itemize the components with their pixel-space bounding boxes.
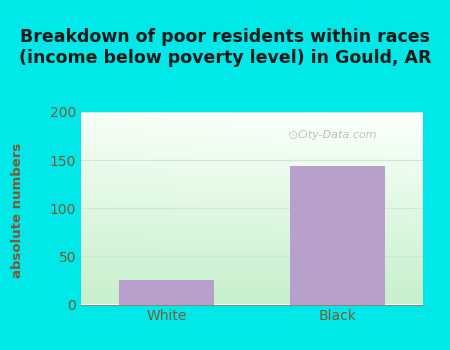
Bar (120, 280, 214, 304)
Text: ⊙: ⊙ (288, 128, 298, 142)
Text: City-Data.com: City-Data.com (298, 130, 377, 140)
Text: Breakdown of poor residents within races
(income below poverty level) in Gould, : Breakdown of poor residents within races… (19, 28, 431, 67)
Text: absolute numbers: absolute numbers (12, 142, 24, 278)
Bar (291, 166, 384, 304)
